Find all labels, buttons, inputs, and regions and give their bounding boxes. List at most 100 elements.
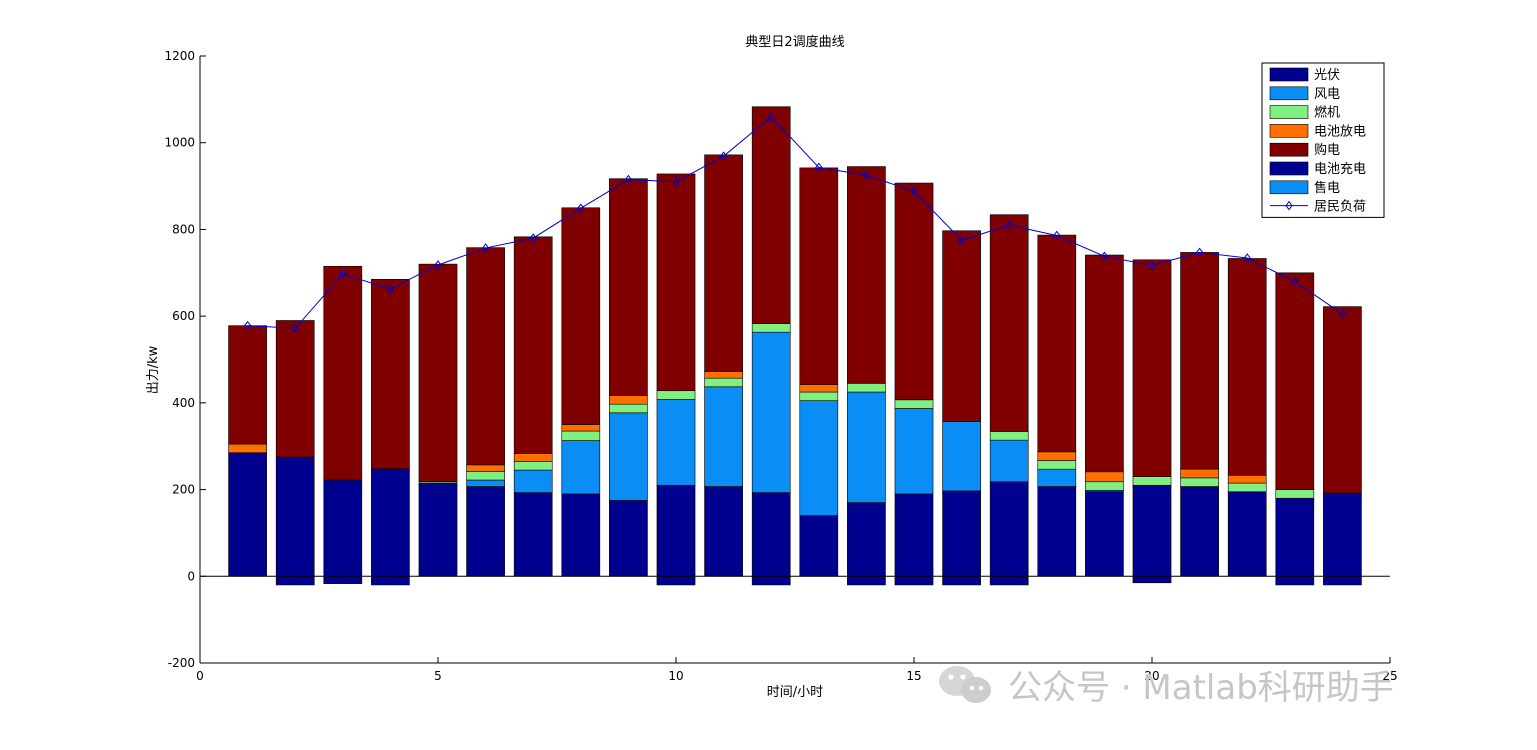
- bar-segment-pos-2-7: [513, 461, 553, 471]
- load-marker-4: [386, 283, 395, 294]
- bar-segment-pos-1-7: [513, 469, 553, 493]
- load-marker-23: [1291, 276, 1299, 287]
- bar-segment-pos-2-14: [847, 383, 886, 393]
- load-marker-2: [291, 323, 299, 334]
- bar-segment-pos-2-17: [989, 431, 1029, 441]
- bar-segment-pos-4-13: [799, 167, 839, 385]
- legend-swatch-4: [1269, 142, 1309, 157]
- bar-segment-neg-0-14: [847, 575, 886, 586]
- bar-segment-pos-2-6: [466, 471, 505, 481]
- bar-segment-pos-0-5: [418, 482, 458, 577]
- bar-segment-pos-0-2: [275, 456, 315, 577]
- bar-segment-pos-2-22: [1227, 482, 1267, 493]
- y-tick-label-200: 200: [172, 483, 195, 497]
- legend-swatch-0: [1269, 67, 1309, 82]
- y-axis-label: 出力/kw: [146, 345, 161, 394]
- bar-segment-neg-0-2: [275, 575, 315, 586]
- bar-segment-pos-0-4: [371, 468, 410, 577]
- bar-segment-pos-0-21: [1180, 486, 1219, 577]
- bar-segment-pos-1-17: [989, 439, 1029, 483]
- bar-segment-pos-3-11: [704, 371, 743, 379]
- bar-segment-pos-2-18: [1037, 460, 1077, 470]
- watermark: 公众号 · Matlab科研助手: [939, 666, 1394, 708]
- bar-segment-neg-0-24: [1323, 575, 1362, 586]
- y-tick-label-800: 800: [172, 222, 195, 236]
- bar-segment-pos-1-11: [704, 386, 743, 487]
- bar-segment-pos-3-21: [1180, 468, 1219, 479]
- bar-segment-pos-2-9: [609, 403, 648, 414]
- x-tick-label-25: 25: [1382, 669, 1397, 683]
- bar-segment-pos-0-22: [1227, 491, 1267, 577]
- bar-segment-pos-2-13: [799, 391, 839, 401]
- legend-label-5: 电池充电: [1314, 161, 1366, 177]
- bar-segment-pos-2-12: [751, 323, 791, 333]
- load-marker-5: [434, 260, 442, 270]
- bar-segment-pos-4-3: [323, 265, 363, 481]
- bar-segment-pos-4-7: [513, 236, 553, 454]
- bar-segment-pos-0-18: [1037, 486, 1077, 577]
- bar-segment-pos-0-17: [989, 481, 1029, 577]
- bar-segment-pos-4-5: [418, 263, 458, 483]
- load-marker-11: [719, 151, 728, 161]
- load-marker-24: [1338, 309, 1347, 319]
- x-tick-label-10: 10: [668, 669, 683, 683]
- bar-segment-pos-0-3: [323, 479, 363, 577]
- bar-segment-neg-0-10: [656, 575, 696, 586]
- bar-segment-pos-0-8: [561, 493, 601, 577]
- legend-swatch-6: [1269, 180, 1309, 195]
- bar-segment-pos-0-6: [466, 486, 505, 577]
- bar-segment-pos-4-6: [466, 247, 505, 466]
- load-marker-19: [1100, 251, 1109, 262]
- bar-segment-pos-2-15: [894, 399, 934, 409]
- y-tick-label-0: 0: [187, 569, 195, 583]
- bar-segment-pos-4-17: [989, 214, 1029, 432]
- bar-segment-pos-3-19: [1085, 471, 1124, 483]
- load-line: [247, 116, 1343, 329]
- wechat-icon: [939, 666, 991, 703]
- legend-label-6: 售电: [1314, 180, 1340, 196]
- y-tick-label-400: 400: [172, 396, 195, 410]
- load-marker-17: [1005, 220, 1013, 230]
- load-marker-7: [529, 233, 537, 243]
- legend-swatch-3: [1269, 124, 1309, 138]
- bar-segment-pos-1-12: [751, 331, 791, 493]
- legend-swatch-2: [1269, 105, 1309, 119]
- bar-segment-pos-3-6: [466, 464, 505, 472]
- load-marker-22: [1243, 253, 1251, 263]
- bar-segment-pos-1-6: [466, 479, 505, 487]
- bar-segment-pos-3-18: [1037, 451, 1077, 461]
- bar-segment-pos-1-14: [847, 391, 886, 503]
- bar-segment-pos-0-13: [799, 515, 839, 577]
- load-marker-9: [624, 174, 633, 185]
- bar-segment-pos-1-13: [799, 400, 839, 516]
- y-tick-label-600: 600: [172, 309, 195, 323]
- load-marker-16: [957, 235, 966, 246]
- legend-label-4: 购电: [1314, 142, 1340, 158]
- bar-segment-pos-1-8: [561, 440, 601, 495]
- bar-segment-pos-0-14: [847, 502, 886, 577]
- load-marker-14: [862, 170, 871, 181]
- bar-segment-neg-0-12: [751, 575, 791, 586]
- legend-label-1: 风电: [1314, 87, 1340, 102]
- bar-segment-pos-4-8: [561, 207, 601, 425]
- bar-segment-neg-0-17: [989, 575, 1029, 586]
- load-marker-10: [672, 176, 680, 187]
- bar-segment-pos-0-7: [513, 492, 553, 577]
- load-marker-6: [481, 243, 490, 253]
- bar-segment-pos-3-8: [561, 424, 601, 432]
- bar-segment-pos-4-4: [371, 278, 410, 470]
- bar-segment-pos-3-1: [228, 443, 267, 454]
- bar-segment-pos-4-23: [1275, 272, 1315, 490]
- load-line-layer: [243, 111, 1347, 334]
- bar-segment-pos-0-20: [1132, 484, 1172, 577]
- bar-segment-pos-4-19: [1085, 254, 1124, 473]
- bar-segment-pos-2-10: [656, 390, 696, 400]
- bar-segment-pos-0-11: [704, 486, 743, 577]
- load-marker-18: [1053, 230, 1061, 241]
- bar-segment-pos-2-21: [1180, 477, 1219, 487]
- bar-segment-pos-4-14: [847, 166, 886, 384]
- legend-swatch-marker: [1285, 200, 1293, 211]
- y-tick-label-1000: 1000: [164, 136, 195, 150]
